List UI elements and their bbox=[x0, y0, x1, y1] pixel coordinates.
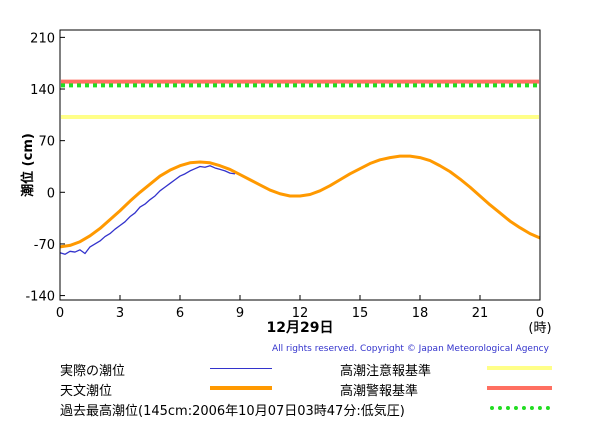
x-tick-label: 21 bbox=[472, 306, 489, 321]
series-astronomical-tide bbox=[59, 154, 541, 249]
date-label: 12月29日 bbox=[267, 320, 334, 336]
x-tick-label: 12 bbox=[292, 306, 309, 321]
y-tick-label: -70 bbox=[34, 238, 55, 253]
y-tick-label: -140 bbox=[25, 290, 55, 305]
y-tick-label: 70 bbox=[38, 135, 55, 150]
y-axis-label: 潮位 (cm) bbox=[20, 133, 36, 197]
plot-frame bbox=[59, 29, 541, 301]
x-unit-label: (時) bbox=[528, 321, 551, 336]
copyright-notice: All rights reserved. Copyright © Japan M… bbox=[272, 344, 549, 354]
legend-record-label: 過去最高潮位(145cm:2006年10月07日03時47分:低気圧) bbox=[60, 404, 405, 419]
legend-warning-label: 高潮警報基準 bbox=[340, 384, 419, 399]
x-tick-label: 18 bbox=[412, 306, 429, 321]
legend-actual-swatch bbox=[210, 368, 272, 369]
legend-warning-swatch bbox=[487, 386, 552, 390]
legend-caution-label: 高潮注意報基準 bbox=[340, 364, 432, 379]
legend-astronomical-label: 天文潮位 bbox=[60, 384, 113, 399]
x-tick-label: 9 bbox=[236, 306, 244, 321]
legend-caution-swatch bbox=[487, 366, 552, 370]
legend-astronomical-swatch bbox=[210, 386, 272, 390]
x-tick-label: 0 bbox=[56, 306, 64, 321]
x-tick-label: 15 bbox=[352, 306, 369, 321]
legend-record-swatch bbox=[490, 406, 550, 410]
x-tick-label: 6 bbox=[176, 306, 184, 321]
y-tick-label: 210 bbox=[30, 31, 55, 46]
y-tick-label: 140 bbox=[30, 83, 55, 98]
x-tick-label: 0 bbox=[536, 306, 544, 321]
legend-actual-label: 実際の潮位 bbox=[60, 364, 126, 379]
y-tick-label: 0 bbox=[47, 186, 55, 201]
series-actual-tide bbox=[59, 165, 236, 255]
x-tick-label: 3 bbox=[116, 306, 124, 321]
